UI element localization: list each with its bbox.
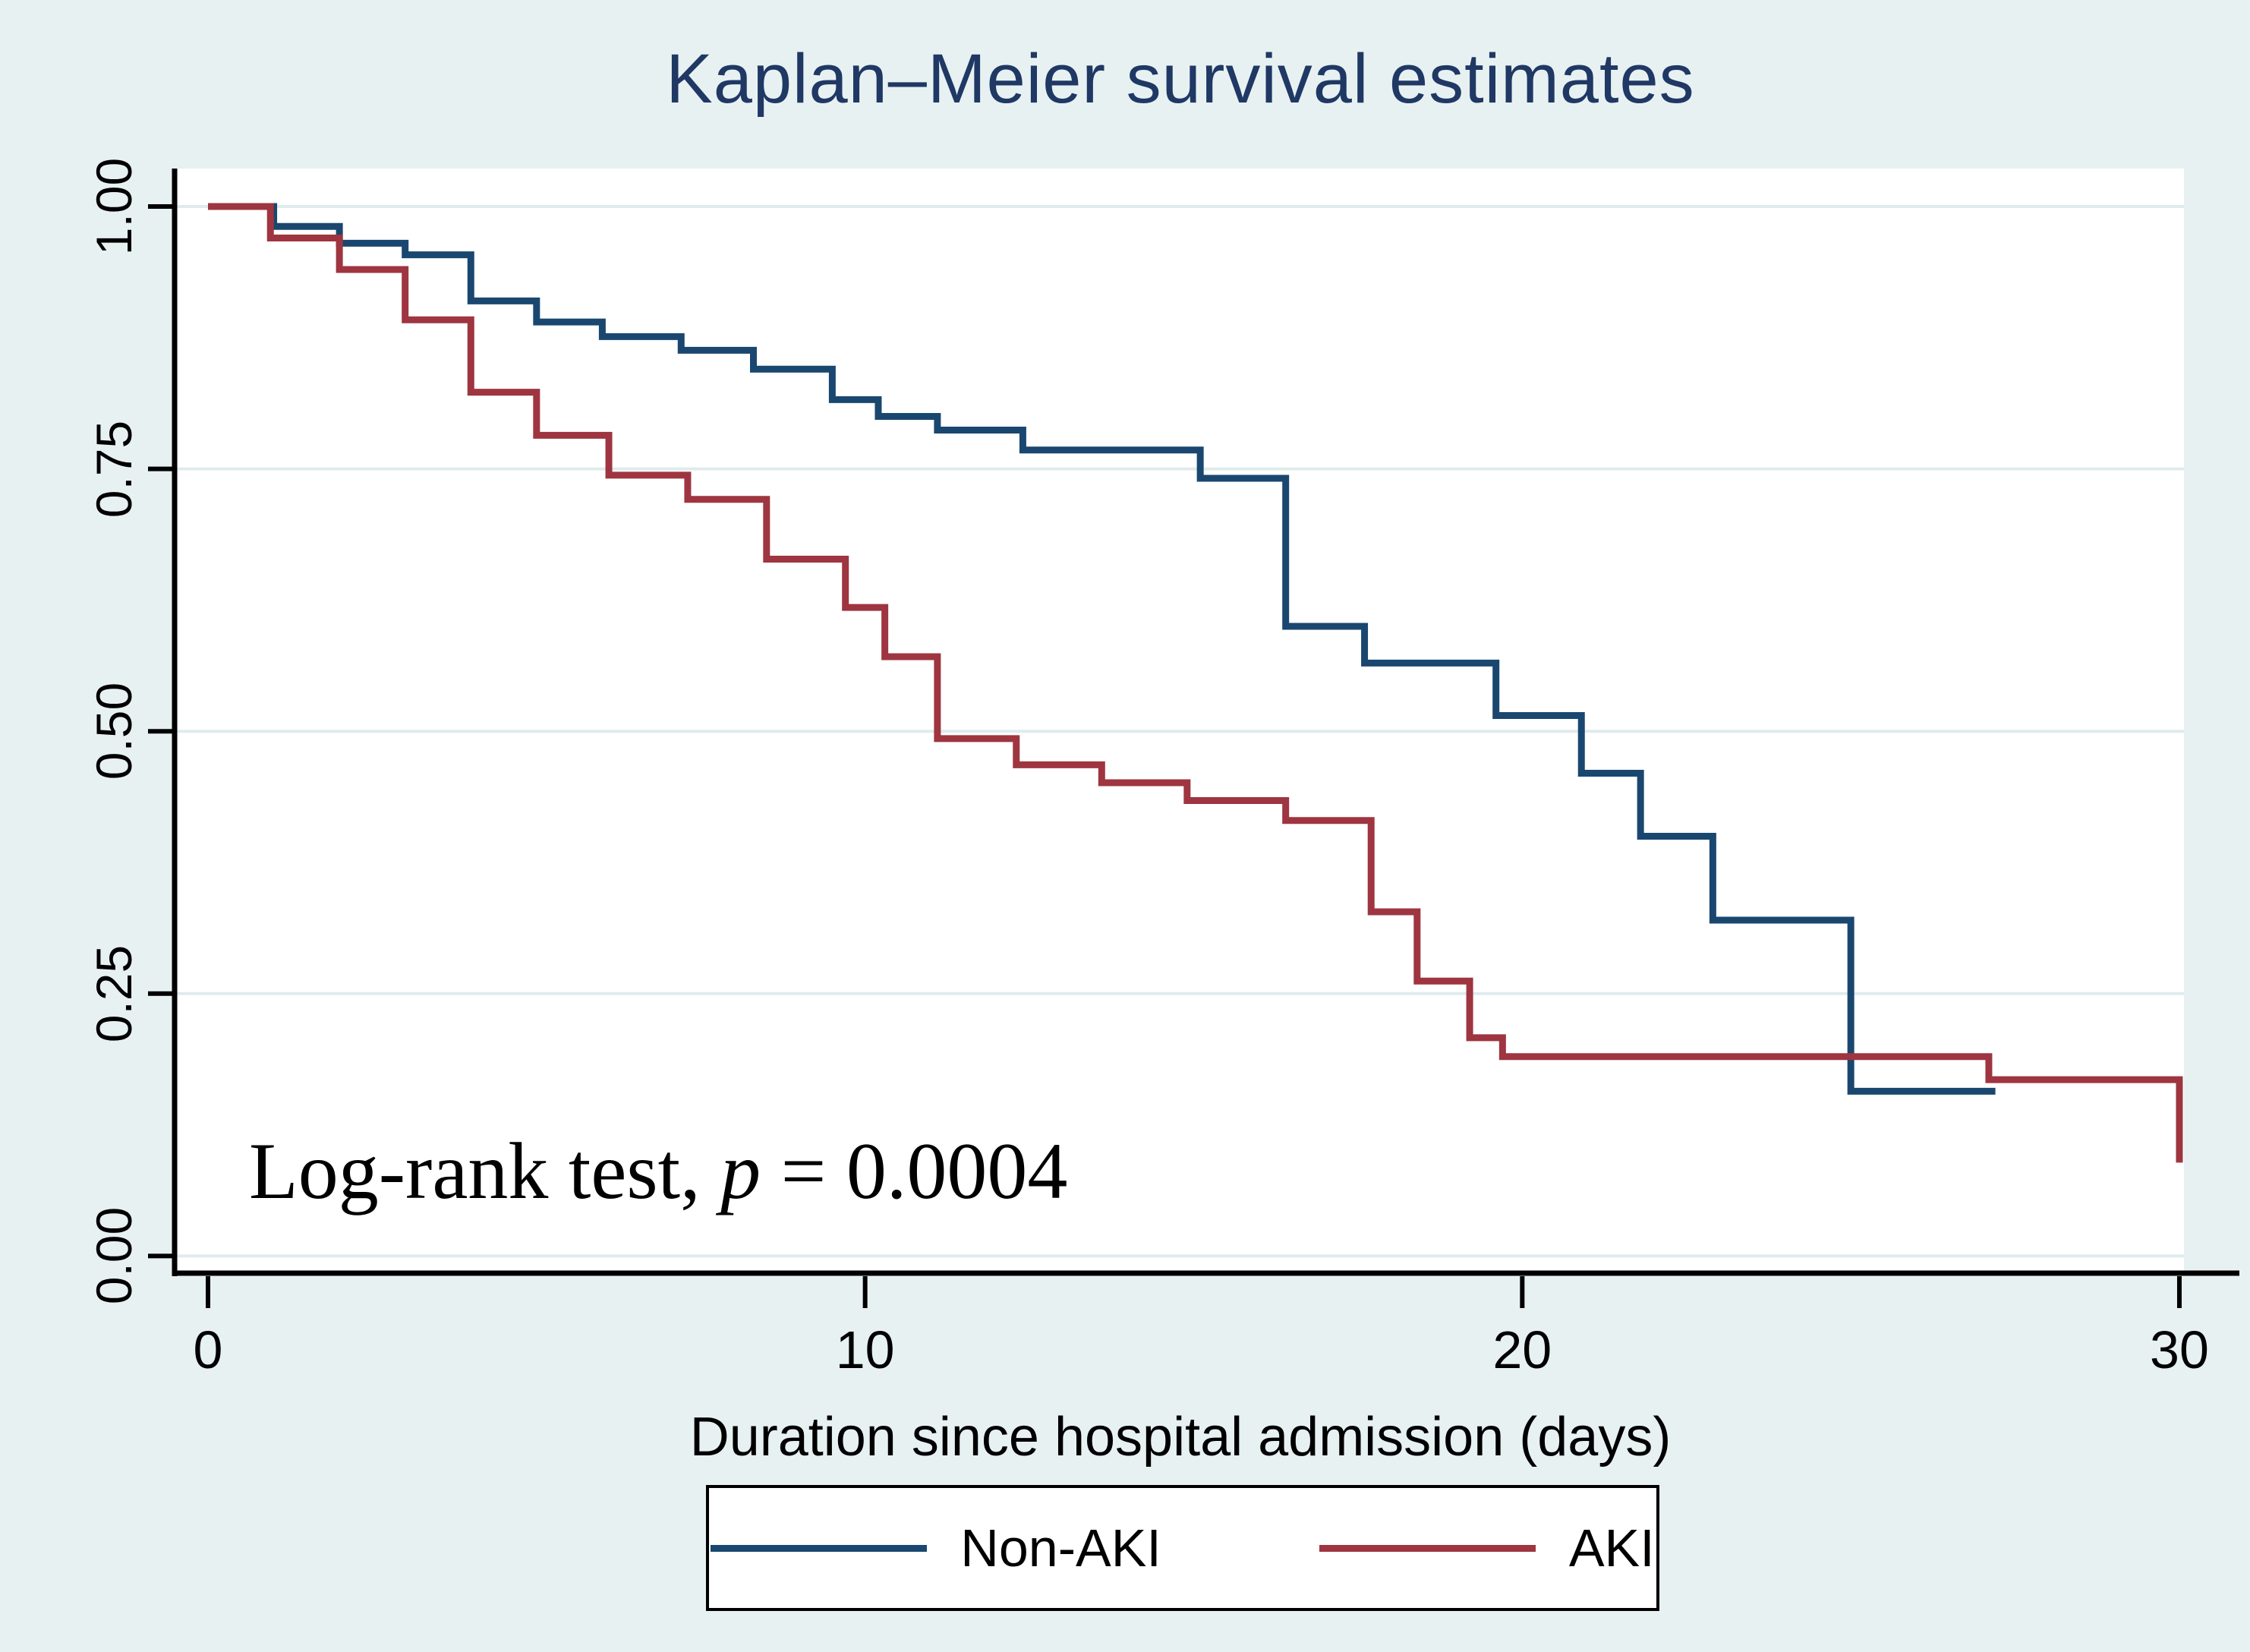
plot-region-background <box>177 169 2184 1273</box>
x-tick-label-30: 30 <box>2150 1320 2209 1379</box>
legend: Non-AKI AKI <box>706 1485 1659 1611</box>
legend-line-aki <box>1319 1544 1536 1552</box>
logrank-annotation-prefix: Log-rank test, <box>249 1127 721 1215</box>
logrank-annotation: Log-rank test, p = 0.0004 <box>249 1125 1067 1218</box>
x-tick-label-20: 20 <box>1492 1320 1552 1379</box>
x-axis-title: Duration since hospital admission (days) <box>689 1407 1672 1468</box>
logrank-p-symbol: p <box>720 1127 761 1215</box>
legend-label-aki: AKI <box>1568 1518 1655 1578</box>
legend-line-non-aki <box>711 1544 928 1552</box>
aki-curve <box>208 203 2183 1163</box>
chart-title: Kaplan–Meier survival estimates <box>666 40 1695 118</box>
legend-label-non-aki: Non-AKI <box>960 1518 1161 1578</box>
y-tick-label-0.25: 0.25 <box>86 944 142 1043</box>
x-tick-label-10: 10 <box>835 1320 895 1379</box>
y-tick-label-0.00: 0.00 <box>86 1207 142 1305</box>
non-aki-curve <box>208 203 1996 1095</box>
y-tick-label-0.75: 0.75 <box>86 420 142 518</box>
logrank-annotation-value: = 0.0004 <box>761 1127 1068 1215</box>
x-tick-label-0: 0 <box>193 1320 223 1379</box>
y-tick-label-0.50: 0.50 <box>86 682 142 780</box>
y-tick-label-1.00: 1.00 <box>86 157 142 256</box>
